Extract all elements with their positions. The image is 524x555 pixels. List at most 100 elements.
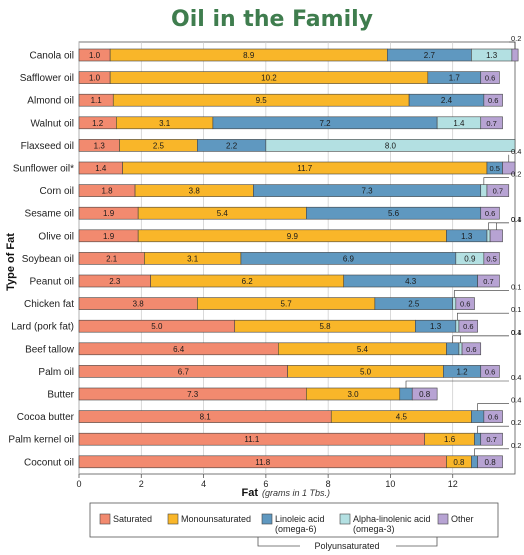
- legend-label: Monounsaturated: [181, 514, 251, 524]
- tick-label: 0: [76, 479, 81, 489]
- segment-label: 4.5: [396, 413, 408, 422]
- segment-label: 6.2: [242, 277, 254, 286]
- category-label: Corn oil: [40, 186, 74, 197]
- category-label: Lard (pork fat): [11, 322, 74, 333]
- segment-label: 7.3: [187, 390, 199, 399]
- segment-label: 1.3: [430, 322, 442, 331]
- bar-segment: [471, 410, 485, 423]
- x-axis-label: Fat: [242, 487, 259, 499]
- legend-label: (omega-3): [353, 524, 395, 534]
- segment-label: 0.6: [466, 345, 476, 354]
- callouts: 0.20.40.20.10.40.10.10.40.10.40.40.20.2: [405, 34, 521, 456]
- legend-label: Alpha-linolenic acid: [353, 514, 431, 524]
- segment-label: 1.9: [103, 232, 115, 241]
- tick-label: 10: [385, 479, 395, 489]
- category-label: Olive oil: [38, 231, 74, 242]
- segment-label: 6.9: [343, 254, 355, 263]
- segment-label: 5.0: [360, 367, 372, 376]
- segment-label: 0.7: [493, 187, 503, 196]
- category-label: Palm oil: [38, 367, 74, 378]
- x-axis-unit: (grams in 1 Tbs.): [262, 488, 330, 498]
- bar-segment: [511, 48, 519, 62]
- legend-swatch: [261, 513, 273, 525]
- category-label: Canola oil: [30, 51, 74, 62]
- category-label: Chicken fat: [24, 299, 74, 310]
- callout-label: 0.2: [511, 441, 521, 450]
- segment-label: 3.8: [133, 300, 145, 309]
- segment-label: 5.4: [357, 345, 369, 354]
- tick-label: 2: [139, 479, 144, 489]
- legend-swatch: [167, 513, 179, 525]
- segment-label: 1.7: [449, 74, 461, 83]
- legend-swatch: [339, 513, 351, 525]
- segment-label: 1.9: [103, 209, 115, 218]
- segment-label: 8.0: [385, 141, 397, 150]
- category-label: Soybean oil: [22, 254, 74, 265]
- callout-label: 0.4: [511, 147, 521, 156]
- callout-line: [453, 290, 509, 298]
- callout-label: 0.4: [511, 215, 521, 224]
- bar-segment: [455, 297, 475, 310]
- bar-segment: [480, 365, 500, 378]
- segment-label: 11.1: [244, 435, 260, 444]
- segment-label: 2.3: [109, 277, 121, 286]
- segment-label: 2.5: [153, 141, 165, 150]
- segment-label: 6.7: [178, 367, 190, 376]
- legend-label: Other: [451, 514, 474, 524]
- segment-label: 0.7: [486, 119, 496, 128]
- segment-label: 1.2: [92, 119, 104, 128]
- tick-label: 6: [263, 479, 268, 489]
- bar-segment: [486, 229, 491, 243]
- segment-label: 0.8: [453, 458, 465, 467]
- legend-label: Linoleic acid: [275, 514, 325, 524]
- legend-swatch: [99, 513, 111, 525]
- segment-label: 0.5: [490, 164, 500, 173]
- bar-segment: [471, 455, 478, 469]
- segment-label: 1.4: [95, 164, 107, 173]
- segment-label: 0.6: [488, 413, 498, 422]
- bar-segment: [399, 387, 413, 401]
- segment-label: 5.0: [151, 322, 163, 331]
- bar-segment: [458, 319, 478, 333]
- segment-label: 8.9: [243, 51, 255, 60]
- segment-label: 3.8: [189, 187, 201, 196]
- bar-segment: [480, 184, 488, 197]
- legend-group-label: Polyunsaturated: [314, 541, 379, 551]
- callout-label: 0.4: [511, 328, 521, 337]
- segment-label: 0.6: [485, 209, 495, 218]
- category-labels: Canola oil Safflower oil Almond oil Walnut …: [8, 51, 74, 469]
- tick-label: 4: [201, 479, 206, 489]
- segment-label: 0.6: [488, 96, 498, 105]
- segment-label: 6.4: [173, 345, 185, 354]
- legend-label: (omega-6): [275, 524, 317, 534]
- segment-label: 10.2: [261, 74, 277, 83]
- legend-box: [89, 502, 499, 538]
- callout-label: 0.4: [511, 396, 521, 405]
- segment-label: 0.6: [460, 300, 470, 309]
- callout-line: [477, 425, 509, 434]
- legend-label: Saturated: [113, 514, 152, 524]
- category-label: Sesame oil: [25, 209, 74, 220]
- category-label: Walnut oil: [30, 118, 74, 129]
- legend-bracket-gap: [300, 540, 396, 552]
- bar-segment: [458, 342, 463, 356]
- segment-label: 5.6: [388, 209, 400, 218]
- segment-label: 3.1: [159, 119, 171, 128]
- bar-segment: [477, 274, 500, 288]
- bar-segment: [455, 319, 460, 333]
- segment-label: 5.4: [217, 209, 229, 218]
- segment-label: 11.8: [255, 458, 271, 467]
- segment-label: 2.4: [441, 96, 453, 105]
- callout-label: 0.2: [511, 34, 521, 43]
- segment-label: 7.3: [362, 187, 374, 196]
- bar-segment: [486, 184, 510, 197]
- tick-label: 8: [326, 479, 331, 489]
- bar-segment: [483, 252, 500, 265]
- segment-label: 7.2: [319, 119, 331, 128]
- segment-label: 3.0: [347, 390, 359, 399]
- segment-label: 5.8: [319, 322, 331, 331]
- legend-swatch: [437, 513, 449, 525]
- callout-line: [405, 380, 509, 388]
- segment-label: 11.7: [297, 164, 313, 173]
